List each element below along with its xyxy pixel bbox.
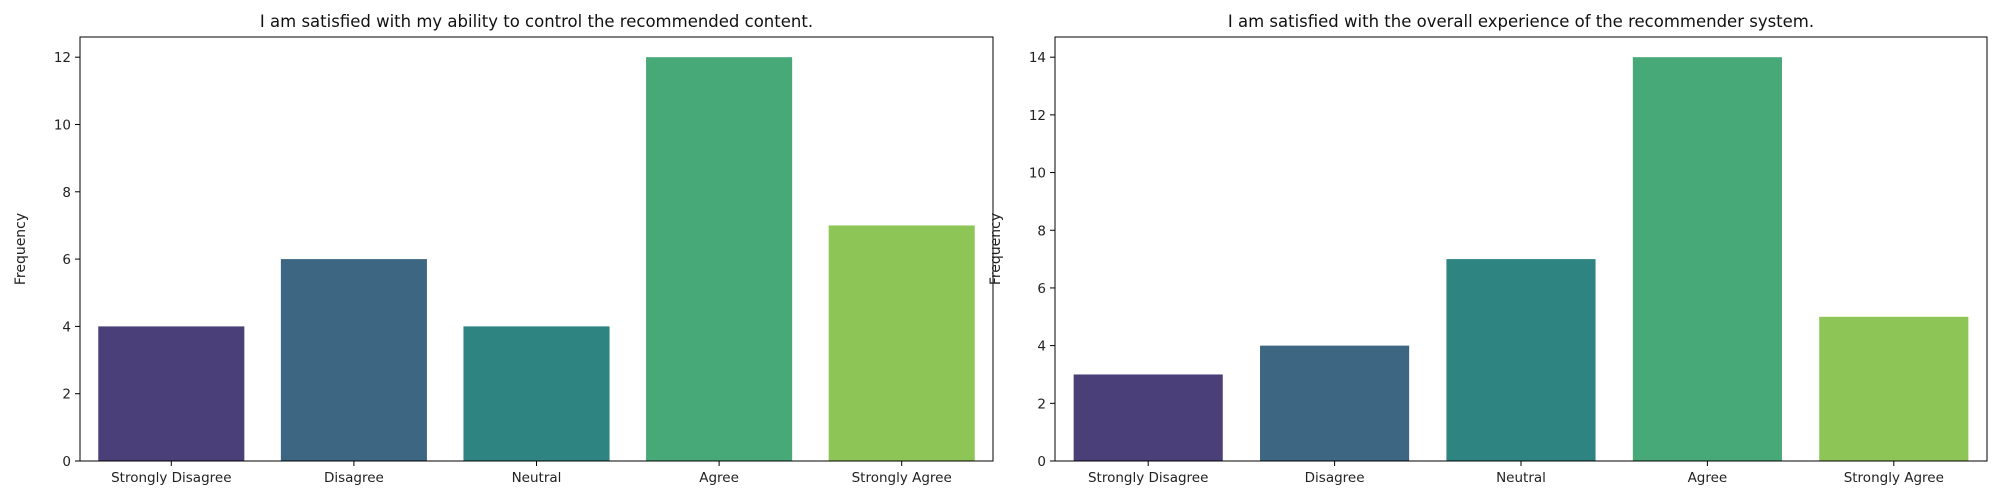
chart-right-ytick-label-2: 4 — [1037, 339, 1046, 355]
chart-right-bar-1 — [1260, 345, 1410, 461]
chart-left-bar-1 — [280, 259, 427, 461]
chart-right-ytick-label-5: 10 — [1029, 166, 1046, 182]
chart-right-frame — [1054, 36, 1988, 462]
chart-left-ytick-label-1: 2 — [62, 387, 71, 403]
chart-right-xtick-label-1: Disagree — [1305, 470, 1365, 486]
chart-left-bar-2 — [463, 326, 610, 461]
chart-left-xtick-label-0: Strongly Disagree — [111, 470, 231, 486]
chart-right-ytick-label-6: 12 — [1029, 108, 1046, 124]
chart-left-ytick-label-6: 12 — [54, 50, 71, 66]
chart-left-yticks: 0 2 4 6 8 10 12 — [54, 50, 80, 470]
chart-left-ytick-label-4: 8 — [62, 185, 71, 201]
chart-right-xtick-label-0: Strongly Disagree — [1088, 470, 1208, 486]
chart-right-ytick-label-7: 14 — [1029, 50, 1046, 66]
chart-right-bar-4 — [1819, 316, 1969, 461]
chart-left-bars — [98, 57, 975, 461]
chart-left-bar-0 — [98, 326, 245, 461]
chart-left-ytick-label-2: 4 — [62, 319, 71, 335]
chart-right-bar-3 — [1632, 57, 1782, 461]
chart-left-ytick-label-5: 10 — [54, 117, 71, 133]
chart-right-xticks: Strongly Disagree Disagree Neutral Agree Str… — [1088, 461, 1944, 486]
chart-right-xtick-label-2: Neutral — [1496, 470, 1546, 486]
chart-right: I am satisfied with the overall experien… — [988, 12, 1988, 486]
chart-left-ytick-label-3: 6 — [62, 252, 71, 268]
chart-right-bars — [1073, 57, 1969, 461]
chart-left-xtick-label-4: Strongly Agree — [852, 470, 952, 486]
chart-left-ylabel: Frequency — [13, 213, 29, 285]
chart-left-xtick-label-2: Neutral — [512, 470, 562, 486]
chart-right-ytick-label-1: 2 — [1037, 396, 1046, 412]
chart-left-frame — [79, 36, 994, 462]
chart-right-xtick-label-4: Strongly Agree — [1844, 470, 1944, 486]
chart-left-title: I am satisfied with my ability to contro… — [260, 12, 813, 31]
chart-left-bar-4 — [828, 225, 975, 461]
chart-right-bar-2 — [1446, 259, 1596, 461]
chart-left-bar-3 — [646, 57, 793, 461]
chart-right-ylabel: Frequency — [988, 213, 1004, 285]
chart-left-xticks: Strongly Disagree Disagree Neutral Agree Str… — [111, 461, 952, 486]
chart-right-xtick-label-3: Agree — [1688, 470, 1728, 486]
chart-right-yticks: 0 2 4 6 8 10 12 14 — [1029, 50, 1055, 470]
chart-right-ytick-label-3: 6 — [1037, 281, 1046, 297]
chart-right-title: I am satisfied with the overall experien… — [1228, 12, 1814, 31]
chart-left: I am satisfied with my ability to contro… — [13, 12, 994, 486]
chart-right-ytick-label-0: 0 — [1037, 454, 1046, 470]
chart-left-ytick-label-0: 0 — [62, 454, 71, 470]
chart-right-ytick-label-4: 8 — [1037, 223, 1046, 239]
chart-left-xtick-label-3: Agree — [699, 470, 739, 486]
chart-right-bar-0 — [1073, 374, 1223, 461]
chart-left-xtick-label-1: Disagree — [324, 470, 384, 486]
